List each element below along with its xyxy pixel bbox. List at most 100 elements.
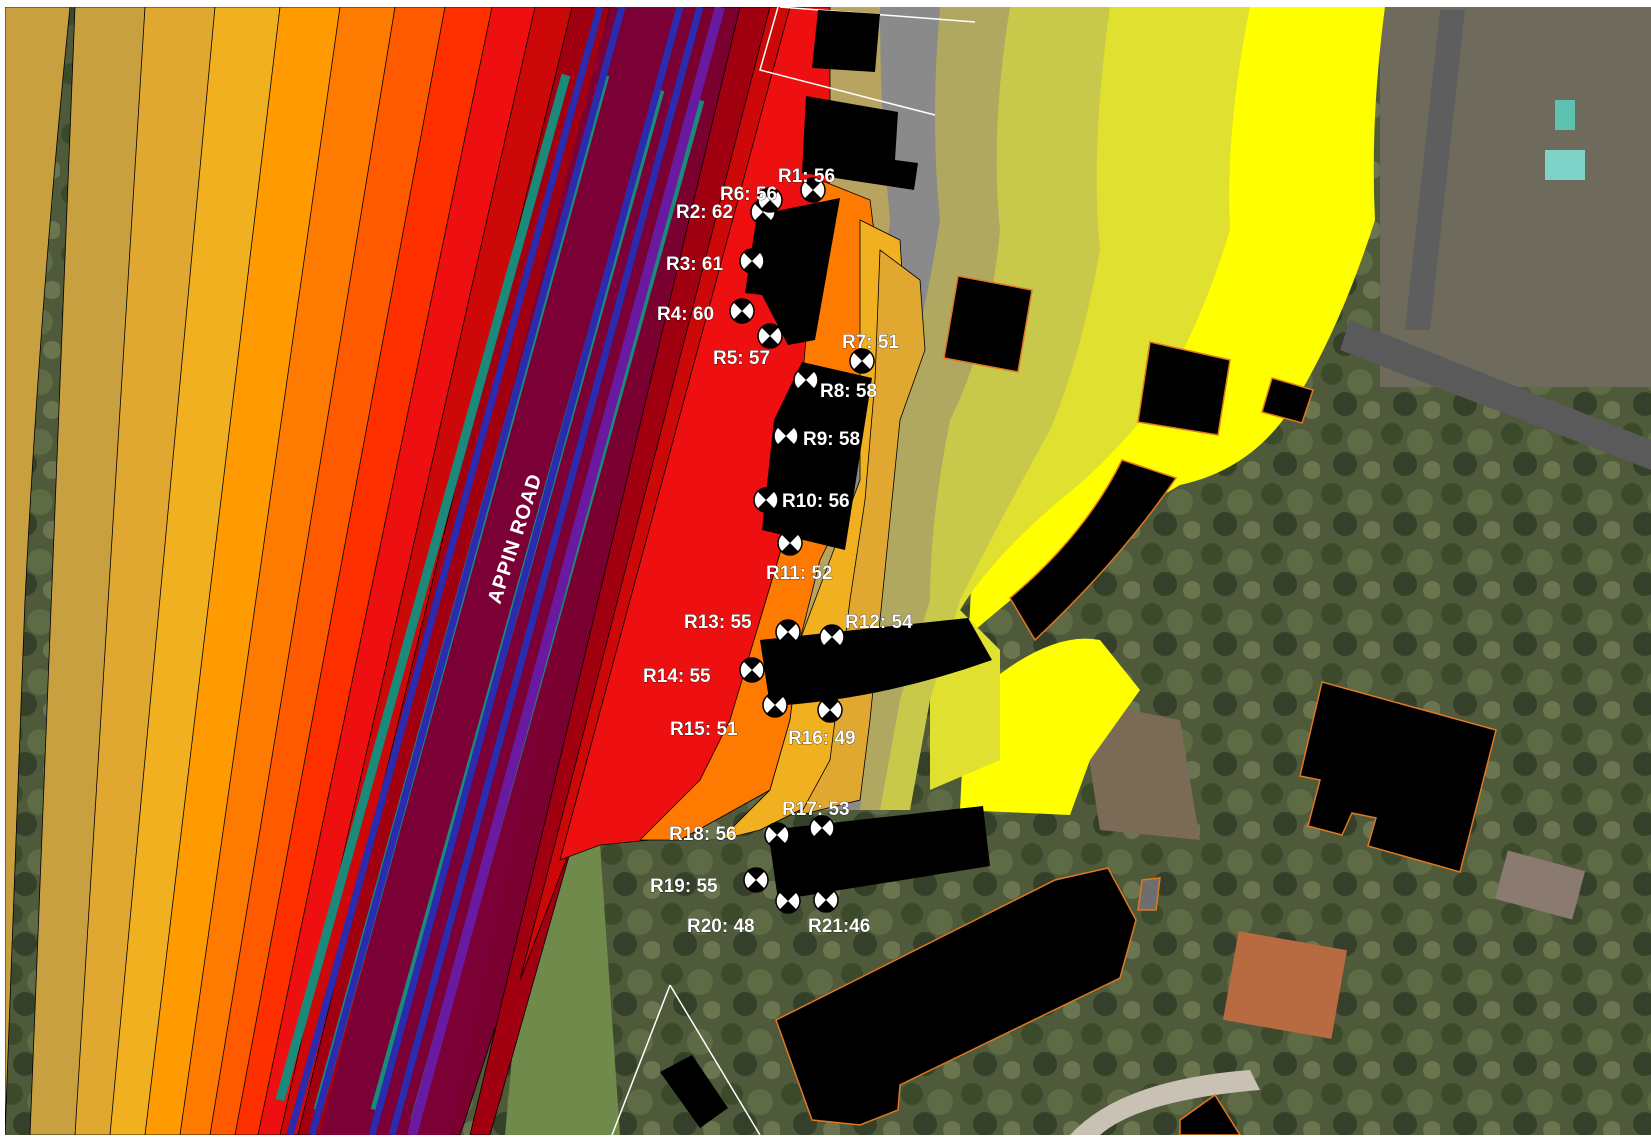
building-north-2 bbox=[802, 96, 918, 190]
receiver-marker-quadrants bbox=[781, 531, 799, 555]
receiver-r11[interactable]: R11: 52 bbox=[766, 530, 833, 584]
receiver-label: R1: 56 bbox=[778, 166, 835, 187]
suburban-street bbox=[1340, 320, 1651, 470]
receiver-label: R8: 58 bbox=[820, 381, 877, 402]
receiver-label: R2: 62 bbox=[676, 202, 733, 223]
receiver-marker-quadrants bbox=[743, 658, 761, 682]
brown-clearing bbox=[1080, 700, 1200, 840]
appin-road bbox=[275, 7, 725, 1135]
receiver-label: R18: 56 bbox=[669, 824, 737, 845]
receiver-r15[interactable]: R15: 51 bbox=[670, 692, 788, 740]
receiver-label: R9: 58 bbox=[803, 429, 860, 450]
receiver-r6[interactable]: R6: 56 bbox=[720, 184, 783, 213]
receiver-r5[interactable]: R5: 57 bbox=[713, 323, 783, 369]
receiver-r12[interactable]: R12: 54 bbox=[819, 612, 913, 650]
receiver-label: R13: 55 bbox=[684, 612, 752, 633]
receiver-marker-quadrants bbox=[743, 249, 761, 273]
receiver-r17[interactable]: R17: 53 bbox=[782, 799, 850, 841]
pool bbox=[1545, 150, 1585, 180]
contour-band-8 bbox=[257, 7, 538, 1135]
receiver-marker-quadrants bbox=[779, 620, 797, 644]
building-east-upper bbox=[1137, 341, 1231, 436]
contour-band-7 bbox=[234, 7, 494, 1135]
receiver-marker-quadrants bbox=[813, 816, 831, 840]
building-receiver-block-3 bbox=[760, 618, 992, 706]
contour-band-1 bbox=[29, 7, 146, 1135]
building-receiver-block-2 bbox=[762, 362, 872, 550]
receiver-marker-quadrants bbox=[761, 188, 779, 212]
contour-band-10 bbox=[297, 7, 611, 1135]
receiver-marker-quadrants bbox=[757, 488, 775, 512]
building-east-small bbox=[1261, 377, 1314, 424]
receiver-marker-quadrants bbox=[768, 823, 786, 847]
noise-receivers: R1: 56 R2: 62 R3: 61 R4: 60 R5: 57 R6: 56 R7: … bbox=[643, 166, 914, 938]
receiver-label: R19: 55 bbox=[650, 876, 718, 897]
receiver-marker-quadrants bbox=[777, 424, 795, 448]
driveway bbox=[1070, 1070, 1260, 1135]
receiver-marker-quadrants bbox=[779, 889, 797, 913]
receiver-r4[interactable]: R4: 60 bbox=[657, 298, 755, 325]
receiver-label: R11: 52 bbox=[766, 563, 833, 584]
receiver-r19[interactable]: R19: 55 bbox=[650, 867, 769, 897]
receiver-marker-quadrants bbox=[733, 299, 751, 323]
receiver-r18[interactable]: R18: 56 bbox=[669, 822, 790, 848]
receiver-r8[interactable]: R8: 58 bbox=[793, 367, 877, 402]
receiver-r20[interactable]: R20: 48 bbox=[687, 888, 801, 937]
building-north-1 bbox=[812, 10, 880, 72]
building-receiver-block-1 bbox=[745, 198, 840, 345]
contour-band-6 bbox=[209, 7, 446, 1135]
contour-band-5 bbox=[179, 7, 396, 1135]
contour-east-band-7 bbox=[799, 249, 926, 816]
contour-band-2 bbox=[74, 7, 216, 1135]
receiver-label: R20: 48 bbox=[687, 916, 755, 937]
building-curved-long bbox=[1009, 459, 1178, 642]
receiver-label: R14: 55 bbox=[643, 666, 711, 687]
contour-band-4 bbox=[144, 7, 341, 1135]
receiver-marker-quadrants bbox=[823, 625, 841, 649]
receiver-marker-quadrants bbox=[766, 693, 784, 717]
building-south-long bbox=[775, 867, 1137, 1126]
noise-contour-bands bbox=[29, 7, 926, 1135]
receiver-label: R17: 53 bbox=[782, 799, 850, 820]
receiver-marker-quadrants bbox=[817, 888, 835, 912]
receiver-r10[interactable]: R10: 56 bbox=[753, 487, 850, 513]
receiver-r21[interactable]: R21:46 bbox=[808, 887, 871, 937]
building-square-east bbox=[943, 275, 1033, 373]
receiver-r13[interactable]: R13: 55 bbox=[684, 612, 801, 645]
receiver-marker-quadrants bbox=[761, 324, 779, 348]
building-small-south bbox=[1137, 877, 1161, 911]
receiver-r16[interactable]: R16: 49 bbox=[788, 697, 856, 749]
buildings bbox=[660, 10, 1497, 1135]
receiver-label: R5: 57 bbox=[713, 348, 770, 369]
receiver-label: R12: 54 bbox=[845, 612, 913, 633]
building-south-west bbox=[660, 1055, 728, 1128]
receiver-r14[interactable]: R14: 55 bbox=[643, 657, 765, 687]
receiver-label: R3: 61 bbox=[666, 254, 723, 275]
receiver-r2[interactable]: R2: 62 bbox=[676, 199, 776, 225]
receiver-label: R21:46 bbox=[808, 916, 870, 937]
receiver-r7[interactable]: R7: 51 bbox=[842, 332, 900, 374]
receiver-marker-quadrants bbox=[821, 698, 839, 722]
receiver-label: R10: 56 bbox=[782, 491, 850, 512]
receiver-label: R4: 60 bbox=[657, 304, 714, 325]
receiver-marker-quadrants bbox=[747, 868, 765, 892]
shed-roof bbox=[1494, 850, 1586, 920]
receiver-marker-quadrants bbox=[797, 368, 815, 392]
receiver-marker-quadrants bbox=[853, 349, 871, 373]
suburban-street-2 bbox=[1405, 10, 1465, 330]
contour-band-3 bbox=[109, 7, 281, 1135]
receiver-label: R7: 51 bbox=[842, 332, 899, 353]
receiver-r1[interactable]: R1: 56 bbox=[778, 166, 835, 203]
receiver-r9[interactable]: R9: 58 bbox=[773, 423, 860, 450]
contour-west-edge bbox=[5, 7, 71, 1135]
pool-2 bbox=[1555, 100, 1575, 130]
receiver-marker-quadrants bbox=[804, 178, 822, 202]
receiver-r3[interactable]: R3: 61 bbox=[666, 248, 765, 275]
receiver-label: R15: 51 bbox=[670, 719, 738, 740]
building-south-corner bbox=[1179, 1093, 1241, 1135]
receiver-label: R6: 56 bbox=[720, 184, 777, 205]
building-large-east bbox=[1299, 681, 1497, 873]
red-roof-house bbox=[1223, 931, 1347, 1039]
